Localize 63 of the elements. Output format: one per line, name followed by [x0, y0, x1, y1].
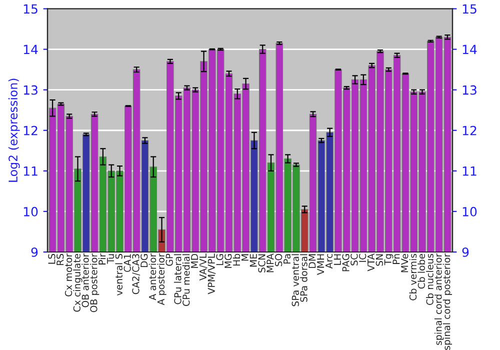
x-tick-label: OB anterior: [82, 253, 89, 308]
x-tick-label: Cx cingulate: [73, 254, 82, 312]
x-tick-label: Cx motor: [64, 253, 72, 296]
x-tick-label: SO: [275, 254, 282, 266]
x-tick-label: MVe: [401, 254, 408, 272]
y2-tick-label: 14: [462, 44, 477, 54]
x-tick-label: CA1: [124, 254, 131, 272]
x-tick-label: SC: [350, 254, 358, 266]
x-tick-label: SPa ventral: [292, 254, 299, 306]
x-tick-label: LG: [216, 254, 224, 266]
y-tick-label: 12: [24, 126, 38, 136]
x-tick-label: VTA: [368, 253, 374, 272]
y2-tick-label: 11: [462, 166, 476, 176]
x-tick-label: Hb: [232, 254, 240, 266]
y-tick-label: 11: [24, 166, 38, 176]
x-tick-label: MPA: [266, 253, 274, 272]
x-tick-label: PAG: [342, 254, 350, 272]
y-axis-title: Log2 (expression): [8, 78, 20, 182]
y-tick-label: 13: [24, 85, 38, 95]
x-tick-label: Cb nucleus: [426, 254, 434, 305]
x-tick-label: DG: [140, 254, 148, 268]
x-tick-label: Pn: [392, 254, 400, 264]
x-tick-label: Pir: [98, 253, 106, 264]
x-tick-label: ME: [250, 254, 257, 267]
x-tick-label: LH: [334, 254, 341, 265]
x-tick-label: CPu medial: [182, 254, 190, 306]
x-tick-label: Cb lobe: [418, 254, 425, 289]
x-tick-label: spinal cord anterior: [434, 253, 444, 345]
x-tick-label: Arc: [326, 254, 333, 269]
x-tick-label: VMH: [317, 254, 324, 276]
x-tick-label: SCN: [258, 254, 266, 272]
x-tick-label: LS: [48, 254, 56, 264]
y2-tick-label: 15: [462, 4, 476, 14]
x-tick-label: VA/VL: [200, 253, 208, 281]
y-tick-label: 15: [24, 4, 38, 14]
x-tick-label: DM: [308, 254, 316, 268]
x-tick-label: GP: [166, 254, 173, 266]
x-tick-label: A posterior: [157, 253, 166, 306]
y2-tick-label: 12: [462, 126, 476, 136]
x-tick-label: SN: [376, 254, 383, 266]
x-tick-label: Cb vermis: [409, 254, 417, 300]
y2-tick-label: 9: [462, 247, 469, 257]
x-tick-label: VPM/VPL: [208, 253, 216, 294]
x-tick-label: OB posterior: [90, 253, 100, 312]
x-tick-label: Tg: [384, 254, 394, 266]
y-tick-label: 9: [31, 247, 38, 257]
x-tick-label: MG: [224, 254, 232, 268]
x-tick-label: Tu: [107, 254, 114, 264]
y-tick-label: 14: [24, 44, 38, 54]
y2-tick-label: 13: [462, 85, 476, 95]
x-tick-label: MD: [191, 254, 198, 268]
x-tick-label: RS: [56, 254, 64, 266]
x-tick-label: CPu lateral: [174, 254, 182, 304]
x-tick-label: A anterior: [148, 253, 156, 300]
x-tick-label: spinal cord posterior: [442, 253, 452, 350]
x-tick-label: Pa: [284, 254, 291, 264]
x-tick-label: IC: [359, 254, 366, 262]
x-tick-label: CA2/CA3: [132, 254, 140, 294]
y-tick-label: 10: [24, 206, 38, 216]
x-tick-label: M: [242, 254, 248, 261]
x-tick-label: ventral S: [115, 254, 122, 296]
x-tick-label: SPa dorsal: [300, 254, 308, 302]
y2-tick-label: 10: [462, 206, 477, 216]
